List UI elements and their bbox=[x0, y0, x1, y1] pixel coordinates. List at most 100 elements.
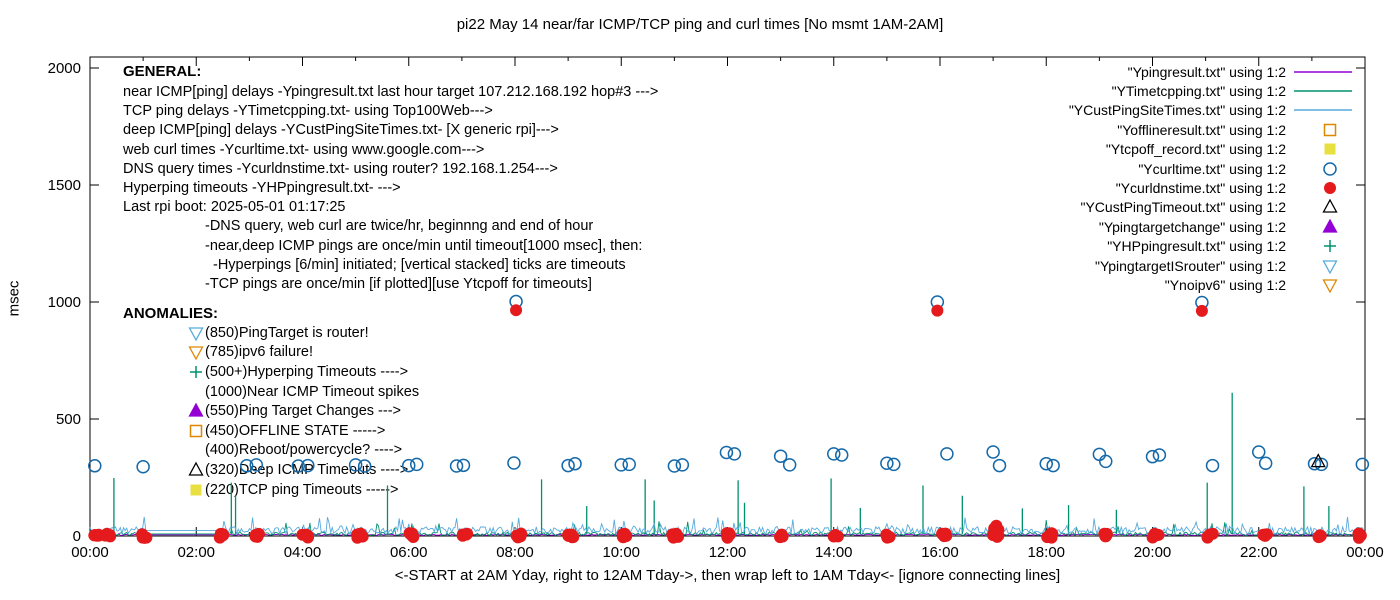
chart-title: pi22 May 14 near/far ICMP/TCP ping and c… bbox=[456, 16, 944, 33]
legend-label: "Ypingresult.txt" using 1:2 bbox=[1127, 63, 1286, 80]
data-point bbox=[719, 445, 734, 460]
data-point bbox=[507, 456, 521, 470]
anomaly-item: (1000)Near ICMP Timeout spikes bbox=[188, 382, 419, 402]
triangle-down-open-glyph bbox=[188, 327, 204, 342]
data-point bbox=[723, 527, 736, 540]
data-point bbox=[992, 458, 1007, 473]
data-point bbox=[773, 449, 788, 463]
general-note-line: near ICMP[ping] delays -Ypingresult.txt … bbox=[123, 84, 659, 100]
data-point bbox=[986, 445, 1000, 459]
anomaly-item: (785)ipv6 failure! bbox=[188, 343, 419, 363]
triangle-up-filled-glyph bbox=[188, 402, 204, 417]
anomaly-text: (850)PingTarget is router! bbox=[205, 324, 369, 341]
data-point bbox=[449, 459, 464, 473]
legend-entry-yofflineresult-txt: "Yofflineresult.txt" using 1:2 bbox=[1069, 120, 1356, 139]
anomaly-item: (320)Deep ICMP Timeouts ----> bbox=[188, 460, 419, 480]
data-point bbox=[775, 530, 788, 543]
legend-sample-line bbox=[1294, 109, 1352, 112]
series-ycurldnstime-txt bbox=[88, 304, 1367, 544]
data-point bbox=[940, 447, 954, 461]
general-note-line: TCP ping delays -YTimetcpping.txt- using… bbox=[123, 103, 493, 120]
data-point bbox=[614, 458, 628, 472]
legend-sample-line bbox=[1294, 70, 1352, 73]
legend-entry-ycurltime-txt: "Ycurltime.txt" using 1:2 bbox=[1069, 159, 1356, 178]
data-point bbox=[1314, 529, 1327, 542]
data-point bbox=[828, 530, 841, 543]
data-point bbox=[887, 457, 901, 472]
legend-entry-ypingtargetchange: "Ypingtargetchange" using 1:2 bbox=[1069, 217, 1356, 236]
legend-sample-square-filled bbox=[1324, 143, 1336, 155]
data-point bbox=[1099, 454, 1113, 469]
legend-sample-triangle-down-open bbox=[1322, 279, 1338, 293]
anomaly-item: (500+)Hyperping Timeouts ----> bbox=[188, 362, 419, 382]
general-note-line: DNS query times -Ycurldnstime.txt- using… bbox=[123, 160, 558, 177]
general-note-line: Hyperping timeouts -YHPpingresult.txt- -… bbox=[123, 180, 401, 197]
general-note-line: -DNS query, web curl are twice/hr, begin… bbox=[205, 218, 594, 235]
legend-label: "YCustPingTimeout.txt" using 1:2 bbox=[1080, 199, 1286, 216]
x-tick-label: 20:00 bbox=[1134, 544, 1172, 561]
general-note-line: web curl times -Ycurltime.txt- using www… bbox=[123, 141, 485, 158]
legend-marker-sample bbox=[1324, 182, 1336, 195]
anomaly-text: (1000)Near ICMP Timeout spikes bbox=[205, 383, 420, 400]
general-heading: GENERAL: bbox=[123, 63, 202, 80]
legend-entry-ypingresult-txt: "Ypingresult.txt" using 1:2 bbox=[1069, 62, 1356, 81]
data-point bbox=[622, 457, 636, 472]
data-point bbox=[456, 458, 471, 473]
legend-label: "Ypingtargetchange" using 1:2 bbox=[1098, 218, 1286, 235]
data-point bbox=[1092, 447, 1107, 462]
legend-label: "YHPpingresult.txt" using 1:2 bbox=[1107, 238, 1286, 255]
x-tick-label: 00:00 bbox=[71, 544, 109, 561]
general-note-line: -near,deep ICMP pings are once/min until… bbox=[205, 237, 643, 254]
triangle-up-open-icon bbox=[188, 461, 204, 476]
legend-marker-sample bbox=[1322, 259, 1338, 274]
legend: "Ypingresult.txt" using 1:2 "YTimetcpping… bbox=[1069, 62, 1356, 295]
data-point bbox=[402, 458, 416, 473]
x-tick-label: 04:00 bbox=[284, 544, 322, 561]
legend-entry-ycustpingtimeout-txt: "YCustPingTimeout.txt" using 1:2 bbox=[1069, 198, 1356, 217]
legend-marker-sample bbox=[1323, 161, 1337, 176]
data-point bbox=[1352, 528, 1365, 541]
data-point bbox=[510, 304, 523, 317]
data-point bbox=[1252, 445, 1266, 459]
data-point bbox=[667, 531, 680, 544]
anomaly-text: (450)OFFLINE STATE -----> bbox=[205, 422, 386, 439]
square-open-icon bbox=[189, 424, 203, 438]
legend-sample-circle-open bbox=[1323, 161, 1337, 176]
x-tick-label: 22:00 bbox=[1240, 544, 1278, 561]
legend-sample-line bbox=[1294, 90, 1352, 92]
data-point bbox=[348, 458, 363, 472]
legend-marker-sample bbox=[1324, 143, 1336, 155]
data-point bbox=[1202, 529, 1215, 542]
anomaly-text: (550)Ping Target Changes ---> bbox=[205, 403, 401, 420]
data-point bbox=[620, 530, 633, 543]
anomalies-list: (850)PingTarget is router! (785)ipv6 fail… bbox=[188, 323, 419, 499]
x-tick-label: 08:00 bbox=[496, 544, 534, 561]
data-point bbox=[938, 527, 951, 540]
data-point bbox=[405, 529, 418, 542]
legend-sample-square-open bbox=[1323, 123, 1337, 137]
legend-sample-circle-filled bbox=[1324, 182, 1336, 195]
anomaly-item: (400)Reboot/powercycle? ----> bbox=[188, 441, 419, 461]
data-point bbox=[1150, 528, 1163, 541]
data-point bbox=[1045, 527, 1058, 540]
triangle-down-open-glyph bbox=[188, 346, 204, 361]
y-tick-label: 2000 bbox=[48, 60, 81, 77]
data-point bbox=[1258, 456, 1273, 470]
legend-label: "Ycurltime.txt" using 1:2 bbox=[1138, 160, 1286, 177]
anomaly-item: (550)Ping Target Changes ---> bbox=[188, 401, 419, 421]
legend-sample-triangle-up-open bbox=[1322, 199, 1338, 214]
anomaly-text: (320)Deep ICMP Timeouts ----> bbox=[205, 461, 409, 478]
triangle-up-filled-icon bbox=[188, 402, 204, 417]
data-point bbox=[1099, 530, 1112, 543]
data-point bbox=[356, 530, 369, 543]
data-point bbox=[217, 529, 230, 542]
x-tick-label: 16:00 bbox=[921, 544, 959, 561]
x-tick-label: 12:00 bbox=[709, 544, 747, 561]
data-point bbox=[461, 527, 474, 540]
anomaly-item: (450)OFFLINE STATE -----> bbox=[188, 421, 419, 441]
data-point bbox=[561, 458, 575, 473]
anomaly-text: (400)Reboot/powercycle? ----> bbox=[205, 442, 403, 459]
legend-label: "YCustPingSiteTimes.txt" using 1:2 bbox=[1068, 102, 1286, 119]
data-point bbox=[827, 447, 841, 461]
